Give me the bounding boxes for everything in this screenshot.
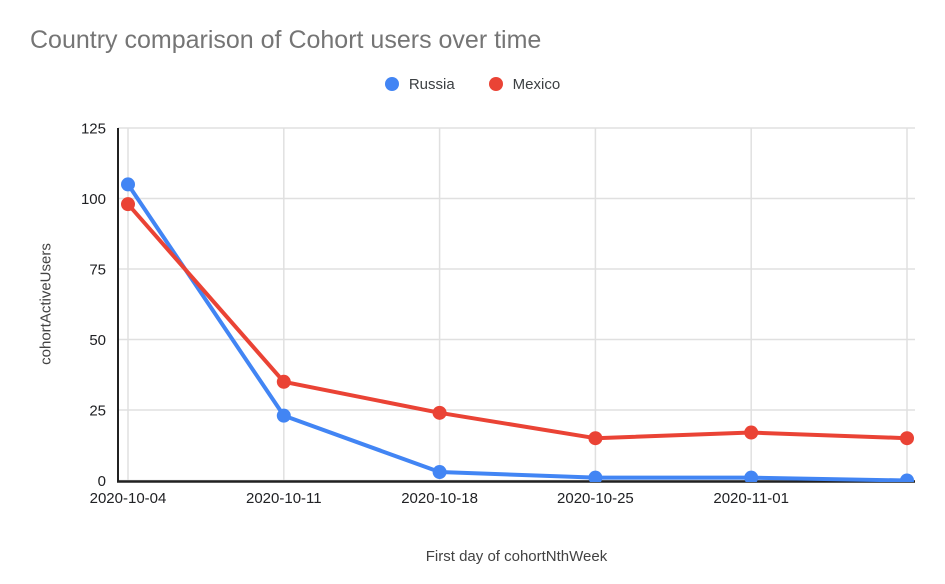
data-point-mexico — [121, 197, 135, 212]
x-tick-label: 2020-11-01 — [713, 490, 789, 507]
y-tick-label: 125 — [81, 121, 106, 138]
y-tick-label: 50 — [89, 332, 106, 349]
data-point-mexico — [588, 431, 603, 446]
legend-swatch-icon — [488, 77, 503, 91]
data-point-mexico — [276, 374, 291, 389]
data-point-mexico — [744, 425, 759, 440]
data-point-russia — [121, 177, 135, 192]
data-point-russia — [432, 465, 447, 480]
data-point-russia — [588, 470, 603, 482]
legend: Russia Mexico — [0, 72, 945, 96]
data-point-russia — [276, 408, 291, 423]
chart-title: Country comparison of Cohort users over … — [30, 26, 542, 54]
y-tick-label: 0 — [98, 473, 106, 490]
x-axis-title: First day of cohortNthWeek — [425, 548, 608, 565]
y-tick-label: 75 — [89, 262, 106, 279]
series-line-mexico — [126, 202, 909, 441]
legend-item-mexico: Mexico — [488, 75, 561, 93]
legend-swatch-icon — [384, 77, 399, 91]
data-point-russia — [744, 470, 759, 482]
data-point-mexico — [432, 405, 447, 420]
series-line-russia — [126, 182, 909, 482]
y-tick-label: 25 — [89, 403, 106, 420]
data-point-russia — [900, 473, 914, 482]
data-point-mexico — [900, 431, 914, 446]
legend-item-russia: Russia — [384, 75, 455, 93]
x-tick-label: 2020-10-25 — [557, 490, 634, 507]
x-tick-label: 2020-10-18 — [401, 490, 478, 507]
x-tick-label: 2020-10-11 — [246, 490, 322, 507]
y-tick-label: 100 — [81, 191, 106, 208]
legend-label: Russia — [408, 75, 455, 93]
legend-label: Mexico — [512, 75, 561, 93]
x-tick-label: 2020-10-04 — [90, 490, 167, 507]
